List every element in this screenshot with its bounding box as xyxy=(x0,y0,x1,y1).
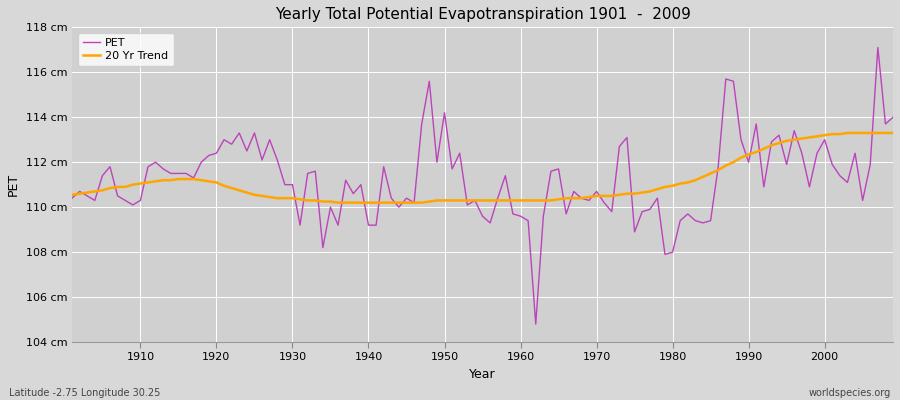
Legend: PET, 20 Yr Trend: PET, 20 Yr Trend xyxy=(77,33,174,66)
20 Yr Trend xyxy=(887,130,898,135)
PET xyxy=(887,115,898,120)
PET xyxy=(294,223,305,228)
PET xyxy=(67,196,77,200)
20 Yr Trend xyxy=(128,182,139,187)
PET xyxy=(128,202,139,207)
20 Yr Trend xyxy=(333,200,344,205)
Text: worldspecies.org: worldspecies.org xyxy=(809,388,891,398)
PET xyxy=(340,178,351,182)
Text: Latitude -2.75 Longitude 30.25: Latitude -2.75 Longitude 30.25 xyxy=(9,388,160,398)
Y-axis label: PET: PET xyxy=(7,173,20,196)
PET xyxy=(614,144,625,149)
PET xyxy=(530,322,541,326)
20 Yr Trend xyxy=(67,192,77,197)
X-axis label: Year: Year xyxy=(469,368,496,381)
PET xyxy=(508,212,518,216)
PET xyxy=(515,214,526,218)
Line: PET: PET xyxy=(72,48,893,324)
PET xyxy=(872,45,883,50)
20 Yr Trend xyxy=(842,130,853,135)
20 Yr Trend xyxy=(515,198,526,203)
20 Yr Trend xyxy=(294,197,305,202)
Line: 20 Yr Trend: 20 Yr Trend xyxy=(72,133,893,203)
Title: Yearly Total Potential Evapotranspiration 1901  -  2009: Yearly Total Potential Evapotranspiratio… xyxy=(274,7,690,22)
20 Yr Trend xyxy=(523,198,534,203)
20 Yr Trend xyxy=(614,192,625,197)
20 Yr Trend xyxy=(348,200,359,205)
